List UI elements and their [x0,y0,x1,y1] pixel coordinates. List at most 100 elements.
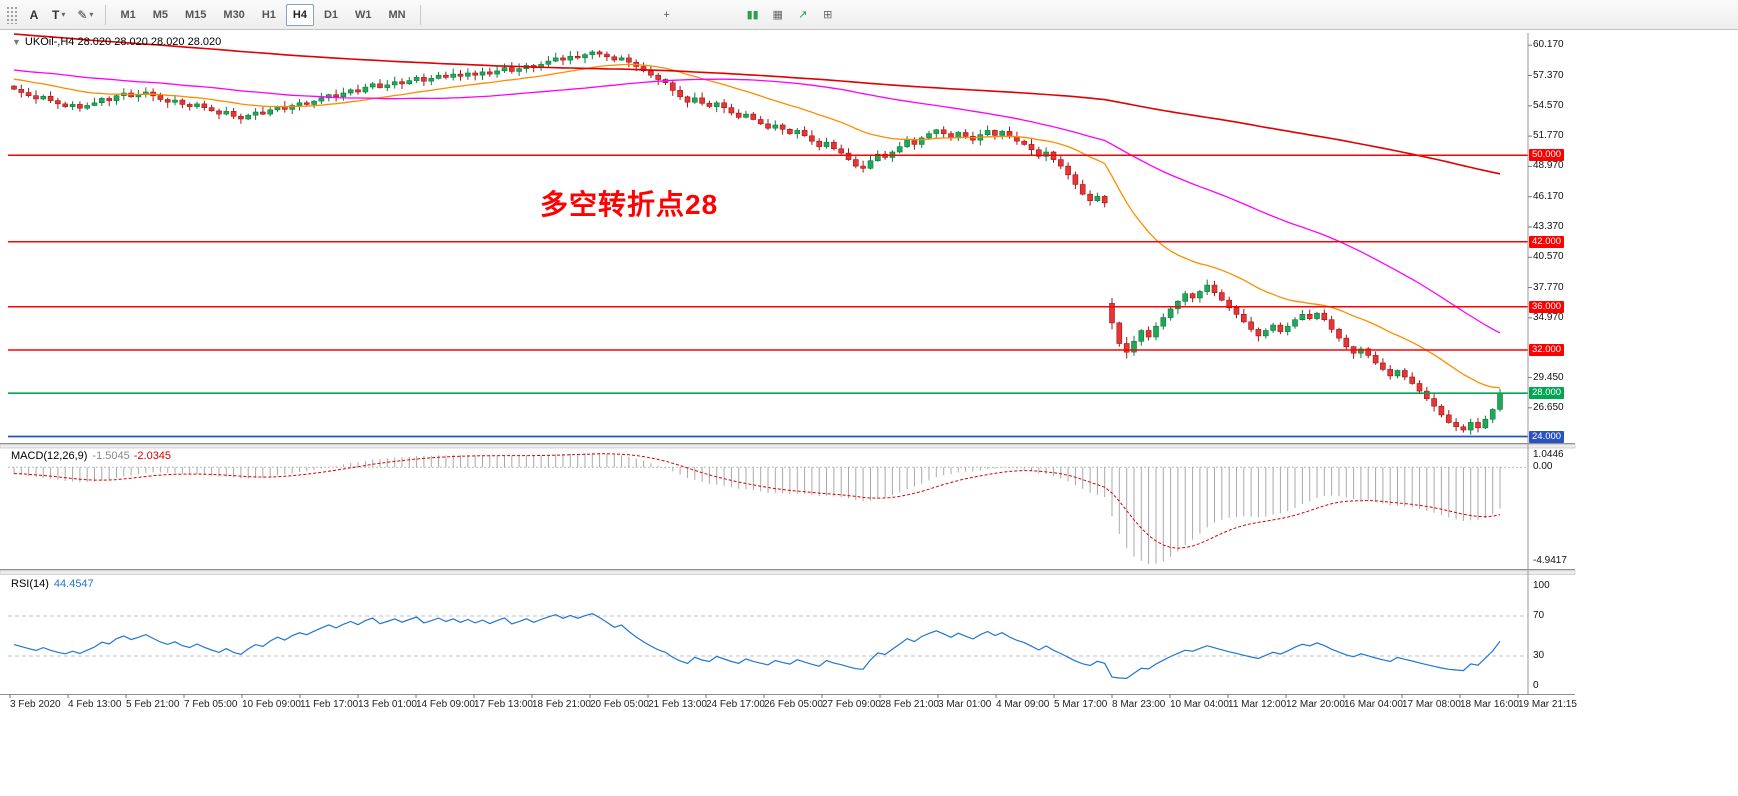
rsi-line [13,613,1501,680]
time-axis-label: 18 Mar 16:00 [1460,699,1519,710]
tick-bars-icon[interactable]: ▮▮ [742,4,764,26]
time-axis-label: 26 Feb 05:00 [764,699,823,710]
time-axis-label: 5 Mar 17:00 [1054,699,1108,710]
timeframe-w1-button[interactable]: W1 [348,4,379,26]
symbol-period-label: UKOil-,H4 [24,36,75,48]
rsi-panel[interactable] [0,576,1528,694]
time-axis-label: 10 Feb 09:00 [242,699,301,710]
main-chart-area[interactable] [0,33,1528,443]
price-axis-label: 40.570 [1533,251,1564,262]
price-axis-label: 60.170 [1533,39,1564,50]
macd-histogram [13,452,1501,565]
caret-down-icon: ▾ [61,10,66,19]
toolbar-grip-handle[interactable] [6,5,17,24]
timeframe-button-group: M1 M5 M15 M30 H1 H4 D1 W1 MN [113,3,413,26]
macd-scale-min-label: -4.9417 [1533,555,1567,566]
time-axis-label: 14 Feb 09:00 [416,699,475,710]
rsi-scale-label: 100 [1533,580,1550,591]
timeframe-m1-button[interactable]: M1 [113,4,142,26]
time-axis-label: 4 Feb 13:00 [68,699,122,710]
price-axis-label: 51.770 [1533,130,1564,141]
rsi-scale-label: 70 [1533,610,1545,621]
rsi-level-lines [8,615,1528,657]
price-axis-label: 26.650 [1533,402,1564,413]
toolbar-separator [105,4,107,25]
horizontal-level-lines[interactable] [8,154,1528,438]
macd-indicator-label: MACD(12,26,9) -1.5045 -2.0345 [11,450,171,462]
macd-main-value: -1.5045 [92,450,130,462]
macd-scale-max-label: 1.0446 [1533,449,1564,460]
time-axis-label: 18 Feb 21:00 [532,699,591,710]
grid-icon[interactable]: ▦ [767,4,789,26]
timeframe-h1-button[interactable]: H1 [255,4,283,26]
time-axis-label: 27 Feb 09:00 [822,699,881,710]
price-marker-badge: 32.000 [1529,344,1565,356]
time-axis-label: 12 Mar 20:00 [1286,699,1345,710]
trend-up-icon[interactable]: ↗ [792,4,814,26]
zoom-icon[interactable]: ⊞ [817,4,839,26]
text-tool-icon: T [52,7,60,22]
price-axis-label: 46.170 [1533,191,1564,202]
rsi-scale-label: 0 [1533,680,1539,691]
price-marker-badge: 50.000 [1529,149,1565,161]
timeframe-h4-button[interactable]: H4 [285,3,314,26]
chart-annotation-text[interactable]: 多空转折点28 [540,189,719,220]
slow-ma [13,33,1501,175]
price-axis-label: 54.570 [1533,100,1564,111]
time-axis-label: 28 Feb 21:00 [880,699,939,710]
price-marker-badge: 36.000 [1529,301,1565,313]
label-tool-button[interactable]: A [23,4,45,26]
label-tool-icon: A [29,7,39,22]
time-axis-label: 8 Mar 23:00 [1112,699,1166,710]
time-axis-label: 11 Feb 17:00 [300,699,359,710]
time-axis-label: 3 Mar 01:00 [938,699,992,710]
price-axis-label: 37.770 [1533,282,1564,293]
time-axis-label: 24 Feb 17:00 [706,699,765,710]
timeframe-m5-button[interactable]: M5 [146,4,175,26]
time-axis-label: 20 Feb 05:00 [590,699,649,710]
rsi-value: 44.4547 [53,578,94,590]
time-axis-label: 19 Mar 21:15 [1518,699,1577,710]
symbol-ohlc-readout: ▼ UKOil-,H4 28.020 28.020 28.020 28.020 [12,36,221,48]
time-axis-label: 16 Mar 04:00 [1344,699,1403,710]
fast-ma [13,63,1501,389]
time-axis-label: 17 Mar 08:00 [1402,699,1461,710]
oneclick-collapse-arrow-icon[interactable]: ▼ [12,37,21,47]
price-marker-badge: 28.000 [1529,387,1565,399]
moving-average-lines [13,33,1501,389]
rsi-scale-label: 30 [1533,650,1545,661]
drawing-tool-button[interactable]: ✎ ▾ [72,4,98,26]
timeframe-d1-button[interactable]: D1 [317,4,345,26]
timeframe-m30-button[interactable]: M30 [216,4,251,26]
macd-signal-value: -2.0345 [133,450,172,462]
panel-borders [0,33,1576,698]
time-axis-label: 13 Feb 01:00 [358,699,417,710]
time-axis-label: 3 Feb 2020 [10,699,61,710]
main-toolbar: A T ▾ ✎ ▾ M1 M5 M15 M30 H1 H4 D1 W1 MN + ▮▮ ▦ ↗ ⊞ [0,0,1738,30]
mid-tool-group: + [656,4,678,26]
time-axis-label: 11 Mar 12:00 [1228,699,1287,710]
time-axis-label: 7 Feb 05:00 [184,699,238,710]
price-axis-label: 29.450 [1533,372,1564,383]
price-axis-label: 43.370 [1533,221,1564,232]
rsi-indicator-label: RSI(14) 44.4547 [11,578,94,590]
toolbar-separator [419,4,421,25]
price-axis-label: 57.370 [1533,70,1564,81]
rsi-name: RSI(14) [11,578,49,590]
caret-down-icon: ▾ [89,10,94,19]
medium-ma [13,69,1501,334]
macd-panel[interactable] [0,448,1528,570]
candlesticks [11,50,1503,435]
price-axis-label: 34.970 [1533,312,1564,323]
timeframe-mn-button[interactable]: MN [382,4,413,26]
timeframe-m15-button[interactable]: M15 [178,4,213,26]
pencil-icon: ✎ [77,7,88,22]
time-axis-label: 5 Feb 21:00 [126,699,180,710]
crosshair-icon[interactable]: + [656,4,678,26]
text-tool-button[interactable]: T ▾ [47,4,70,26]
time-axis-label: 17 Feb 13:00 [474,699,533,710]
price-axis-label: 48.970 [1533,160,1564,171]
time-axis-label: 4 Mar 09:00 [996,699,1050,710]
